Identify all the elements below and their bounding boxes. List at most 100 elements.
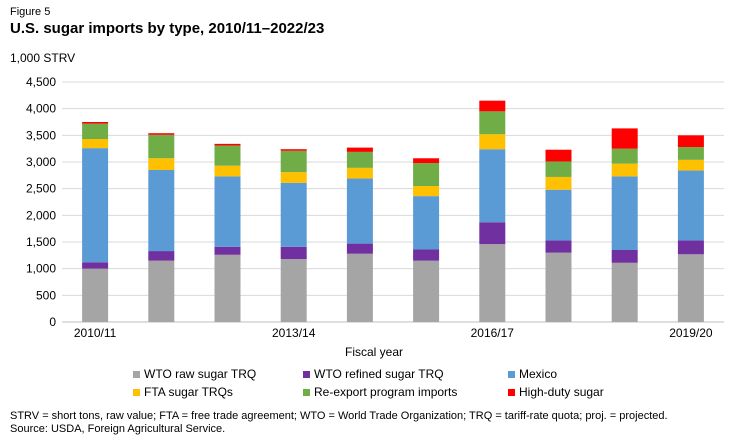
figure-label: Figure 5 [10,6,51,18]
bar-segment [677,147,704,160]
legend-label: WTO refined sugar TRQ [314,367,444,381]
y-tick-label: 2,500 [26,182,56,196]
bar-segment [280,172,307,183]
stacked-bar-chart: 0 500 1,000 1,500 2,000 2,500 3,000 3,500 4,000 4… [26,75,724,359]
bar-segment [346,151,373,168]
y-tick-label: 4,500 [26,75,56,89]
bar-segment [82,123,109,140]
bar-segment [479,244,506,322]
footnote-source: Source: USDA, Foreign Agricultural Servi… [10,423,226,435]
y-tick-label: 4,000 [26,102,56,116]
bar-segment [82,122,109,124]
x-axis-label: Fiscal year [345,345,403,359]
bar-segment [82,139,109,149]
bar-segment [346,178,373,244]
bar-segment [82,268,109,322]
legend-label: WTO raw sugar TRQ [144,367,257,381]
legend-item: Re-export program imports [303,385,457,399]
bar-segment [611,128,638,149]
bar-segment [413,163,440,186]
bar-segment [545,161,572,177]
bar-segment [545,252,572,322]
y-tick-label: 1,500 [26,235,56,249]
bar-segment [479,111,506,135]
x-tick-label: 2010/11 [74,326,117,340]
bar-segment [82,262,109,269]
bar-segment [479,134,506,150]
legend-swatch [133,370,140,378]
bar-segment [479,222,506,245]
bar-segment [346,147,373,152]
bar-segment [545,189,572,241]
legend-swatch [508,370,515,378]
bar-segment [413,196,440,250]
bar-segment [545,240,572,253]
bar-segment [214,143,241,146]
bar-segment [346,253,373,322]
legend-swatch [508,388,515,396]
bar-segment [148,134,175,159]
y-tick-label: 3,000 [26,155,56,169]
bar-segment [611,148,638,164]
x-tick-label: 2019/20 [669,326,713,340]
bar-segment [677,254,704,322]
bar-segment [413,158,440,164]
bar-segment [214,176,241,247]
bar-segment [611,176,638,250]
bar-segment [611,250,638,263]
bar-segment [82,148,109,263]
legend-swatch [133,388,140,396]
bar-segment [214,165,241,177]
bar-segment [545,176,572,190]
y-tick-label: 2,000 [26,208,56,222]
bar-segment [677,135,704,148]
bar-segment [148,170,175,252]
bar-segment [413,249,440,261]
chart-title: U.S. sugar imports by type, 2010/11–2022… [10,20,325,37]
bar-segment [545,149,572,162]
y-axis-unit-label: 1,000 STRV [10,51,76,65]
legend-item: WTO refined sugar TRQ [303,367,444,381]
bar-segment [413,186,440,197]
bar-segment [280,259,307,322]
bars [82,100,704,322]
x-tick-label: 2016/17 [471,326,515,340]
legend-label: FTA sugar TRQs [144,385,233,399]
bar-segment [214,254,241,322]
bar-segment [148,133,175,135]
legend-label: Mexico [519,367,558,381]
footnote-definitions: STRV = short tons, raw value; FTA = free… [10,410,668,422]
y-tick-label: 500 [36,288,56,302]
footnote: STRV = short tons, raw value; FTA = free… [10,410,668,436]
bar-segment [611,262,638,322]
legend-item: High-duty sugar [508,385,604,399]
legend-label: Re-export program imports [314,385,458,399]
legend-item: Mexico [508,367,557,381]
x-tick-label: 2013/14 [272,326,316,340]
bar-segment [214,246,241,255]
bar-segment [677,159,704,171]
bar-segment [479,100,506,112]
bar-segment [280,182,307,247]
y-axis-ticks: 0 500 1,000 1,500 2,000 2,500 3,000 3,500 4,000 4… [26,75,56,329]
bar-segment [677,240,704,255]
y-tick-label: 1,000 [26,262,56,276]
bar-segment [214,145,241,166]
bar-segment [413,260,440,322]
bar-segment [148,158,175,170]
legend-item: FTA sugar TRQs [133,385,233,399]
legend-swatch [303,370,310,378]
bar-segment [280,150,307,173]
y-tick-label: 0 [49,315,56,329]
legend-swatch [303,388,310,396]
legend-label: High-duty sugar [519,385,604,399]
bar-segment [280,149,307,151]
y-tick-label: 3,500 [26,128,56,142]
bar-segment [148,251,175,261]
bar-segment [677,170,704,241]
bar-segment [148,260,175,322]
bar-segment [611,163,638,177]
bar-segment [346,167,373,179]
bar-segment [280,246,307,260]
bar-segment [346,243,373,254]
